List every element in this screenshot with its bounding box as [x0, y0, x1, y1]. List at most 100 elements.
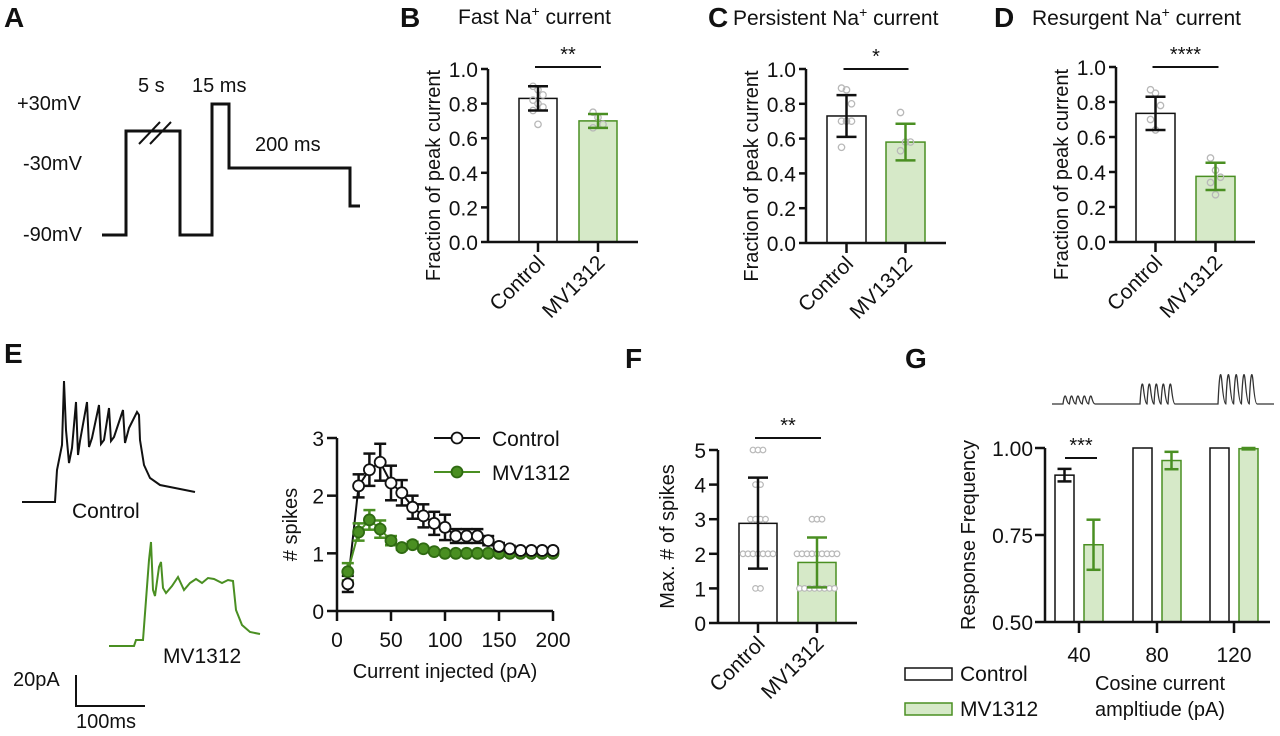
- bar-mv1312: [578, 120, 618, 243]
- y-tick-label: 0.4: [1077, 162, 1107, 185]
- data-point: [757, 585, 764, 592]
- data-point: [837, 143, 846, 152]
- data-point: [837, 117, 846, 126]
- y-tick-label: 0.8: [1077, 92, 1106, 115]
- y-tick-label: 0.4: [449, 163, 479, 186]
- data-point-mv1312: [449, 546, 463, 560]
- data-point-control: [492, 540, 506, 553]
- significance-stars: *: [872, 46, 880, 68]
- panel-b-chart: Fast Na+ current Fraction of peak current…: [423, 3, 638, 323]
- y-axis-label: Fraction of peak current: [423, 69, 445, 281]
- y-tick-label: 0.6: [767, 129, 796, 152]
- data-point-control: [438, 520, 452, 534]
- data-point-control: [525, 544, 538, 557]
- panel-a-protocol: +30mV -30mV -90mV 5 s 15 ms 200 ms: [17, 75, 360, 246]
- y-tick-label: 1.0: [1077, 57, 1106, 80]
- x-tick-label: 100: [427, 629, 462, 652]
- panel-label-a: A: [4, 2, 24, 33]
- data-point-mv1312: [460, 546, 474, 560]
- panel-d-chart: Resurgent Na+ current Fraction of peak cu…: [1032, 4, 1255, 323]
- significance-stars: ***: [1069, 435, 1093, 457]
- y-axis-label: Max. # of spikes: [657, 464, 679, 609]
- significance-stars: ****: [1170, 44, 1201, 66]
- data-point-control: [470, 529, 484, 543]
- y-tick-label: 0.4: [767, 163, 797, 186]
- legend-marker: [450, 465, 464, 479]
- data-point: [1216, 173, 1225, 182]
- x-axis-label: ampltiude (pA): [1095, 699, 1225, 721]
- mv1312-trace-label: MV1312: [163, 645, 241, 668]
- control-trace-label: Control: [72, 500, 140, 523]
- y-tick-label: 0.6: [449, 128, 478, 151]
- duration-label: 200 ms: [255, 134, 321, 156]
- scale-bar-x-label: 100ms: [76, 711, 136, 733]
- y-tick-label: 5: [694, 440, 706, 463]
- data-point-control: [503, 542, 517, 556]
- data-point: [1146, 115, 1155, 124]
- data-point-control: [395, 486, 409, 500]
- data-point-mv1312: [470, 546, 484, 560]
- data-point-control: [362, 463, 376, 477]
- y-tick-label: 1: [694, 578, 706, 601]
- stimulus-waveform: [1052, 374, 1274, 405]
- x-tick-label: 200: [535, 629, 570, 652]
- legend-label: MV1312: [492, 462, 570, 485]
- data-point: [847, 99, 856, 108]
- data-point: [1206, 178, 1215, 187]
- data-point: [847, 117, 856, 126]
- y-tick-label: 2: [312, 486, 324, 509]
- bar-control: [518, 97, 558, 243]
- y-tick-label: 0.2: [449, 197, 478, 220]
- data-point-control: [514, 544, 527, 557]
- x-tick-label: MV1312: [757, 632, 829, 704]
- y-tick-label: 3: [694, 509, 706, 532]
- voltage-label: -30mV: [23, 153, 83, 175]
- duration-label: 5 s: [138, 75, 165, 97]
- data-point: [1206, 154, 1215, 162]
- legend-label: Control: [492, 428, 560, 451]
- panel-e-chart: 0 1 2 3 0 50 100 150 200 Current injected (pA) # s…: [280, 428, 571, 683]
- scale-bar-y-label: 20pA: [13, 669, 60, 691]
- y-tick-label: 1.00: [992, 438, 1033, 461]
- data-point-control: [352, 479, 366, 493]
- control-trace: [22, 380, 196, 503]
- y-axis-label: Response Frequency: [958, 440, 980, 630]
- x-axis-label: Cosine current: [1095, 673, 1226, 695]
- x-tick-label: MV1312: [538, 251, 610, 323]
- y-tick-label: 0.8: [449, 94, 478, 117]
- data-point-mv1312: [373, 522, 387, 536]
- y-tick-label: 1.0: [449, 59, 478, 82]
- chart-title: Resurgent Na+ current: [1032, 4, 1241, 30]
- x-tick-label: 40: [1067, 644, 1090, 667]
- x-tick-label: 150: [481, 629, 516, 652]
- data-point-mv1312: [395, 541, 409, 554]
- data-point-control: [373, 455, 387, 469]
- data-point-mv1312: [416, 542, 430, 556]
- data-point-mv1312: [481, 546, 495, 560]
- panel-label-b: B: [400, 2, 420, 33]
- y-tick-label: 2: [694, 544, 706, 567]
- y-tick-label: 0: [694, 613, 706, 636]
- data-point-control: [481, 534, 495, 548]
- y-tick-label: 0.8: [767, 94, 796, 117]
- panel-g-chart: 0.50 0.75 1.00 40 80 120 Response Frequency Cos…: [904, 374, 1274, 721]
- y-tick-label: 0.75: [992, 525, 1033, 548]
- panel-label-d: D: [994, 2, 1014, 33]
- data-point-control: [460, 529, 474, 543]
- panel-label-e: E: [4, 338, 23, 369]
- data-point-control: [449, 529, 463, 543]
- y-axis-label: Fraction of peak current: [741, 70, 763, 282]
- data-point: [539, 91, 547, 99]
- data-point-mv1312: [427, 545, 441, 559]
- data-point: [842, 86, 851, 94]
- legend-swatch-control: [904, 667, 953, 681]
- data-point: [762, 515, 769, 523]
- data-point-control: [416, 509, 430, 523]
- scale-bar: [75, 675, 145, 707]
- chart-title: Persistent Na+ current: [733, 4, 939, 30]
- panel-label-g: G: [905, 343, 927, 374]
- data-point: [896, 146, 905, 155]
- bar-mv1312: [797, 561, 837, 624]
